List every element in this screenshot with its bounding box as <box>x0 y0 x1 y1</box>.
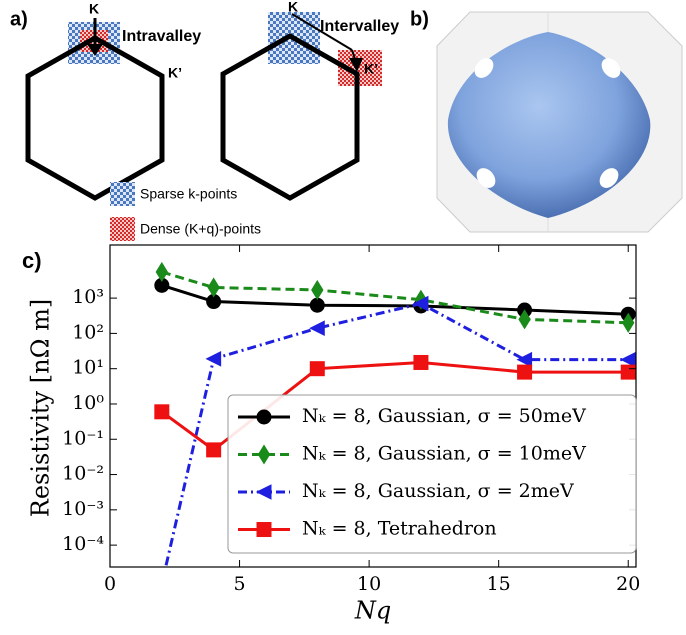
legend-label: Nₖ = 8, Tetrahedron <box>302 518 497 540</box>
x-tick-label: 0 <box>104 573 116 595</box>
legend-label: Nₖ = 8, Gaussian, σ = 50meV <box>302 405 586 427</box>
x-tick-label: 20 <box>616 573 640 595</box>
legend-label: Nₖ = 8, Gaussian, σ = 10meV <box>302 443 586 465</box>
series-line <box>162 272 628 323</box>
marker <box>310 298 324 312</box>
marker <box>155 577 169 591</box>
kprime-label: K’ <box>364 61 378 77</box>
marker <box>156 263 167 281</box>
y-tick-label: 10⁻⁴ <box>62 533 104 555</box>
marker <box>257 523 271 537</box>
process-label: Intervalley <box>320 18 399 35</box>
legend-patch <box>110 217 135 241</box>
y-tick-label: 10² <box>72 321 104 343</box>
x-axis-label: Nq <box>354 597 391 625</box>
marker <box>257 410 271 424</box>
marker <box>518 353 532 367</box>
y-tick-label: 10⁻² <box>62 463 104 485</box>
x-tick-label: 5 <box>234 573 246 595</box>
legend-patch <box>110 182 135 206</box>
panel-label: a) <box>10 8 28 30</box>
marker <box>155 405 169 419</box>
y-axis-label: Resistivity [nΩ m] <box>27 299 55 517</box>
process-label: Intravalley <box>122 28 201 45</box>
y-tick-label: 10⁻¹ <box>62 427 104 449</box>
kprime-label: K’ <box>168 65 182 81</box>
marker <box>207 443 221 457</box>
axes: 0 5 10 15 20 10⁻⁴ 10⁻³ 10⁻² 10⁻¹ 10⁰ 10¹ 10² 10³ Nₖ =… <box>62 245 640 595</box>
marker <box>621 365 635 379</box>
y-tick-label: 10¹ <box>72 357 104 379</box>
legend-label: Nₖ = 8, Gaussian, σ = 2meV <box>302 480 574 502</box>
marker <box>312 281 323 299</box>
marker <box>621 353 635 367</box>
k-label: K <box>288 0 298 15</box>
x-tick-label: 15 <box>487 573 511 595</box>
marker <box>310 321 324 335</box>
panel-label: b) <box>410 8 429 30</box>
y-tick-label: 10³ <box>72 286 104 308</box>
figure: a) K Intravalley K’ K Intervalley K’ Spa… <box>0 0 686 635</box>
marker <box>518 365 532 379</box>
y-tick-label: 10⁰ <box>72 392 104 414</box>
k-label: K <box>89 1 99 17</box>
legend-text: Dense (K+q)-points <box>140 221 261 237</box>
panel-label: c) <box>22 248 42 273</box>
marker <box>414 355 428 369</box>
legend-text: Sparse k-points <box>140 186 237 202</box>
marker <box>310 362 324 376</box>
y-tick-label: 10⁻³ <box>62 498 104 520</box>
marker <box>208 278 219 296</box>
x-tick-label: 10 <box>357 573 381 595</box>
marker <box>207 352 221 366</box>
